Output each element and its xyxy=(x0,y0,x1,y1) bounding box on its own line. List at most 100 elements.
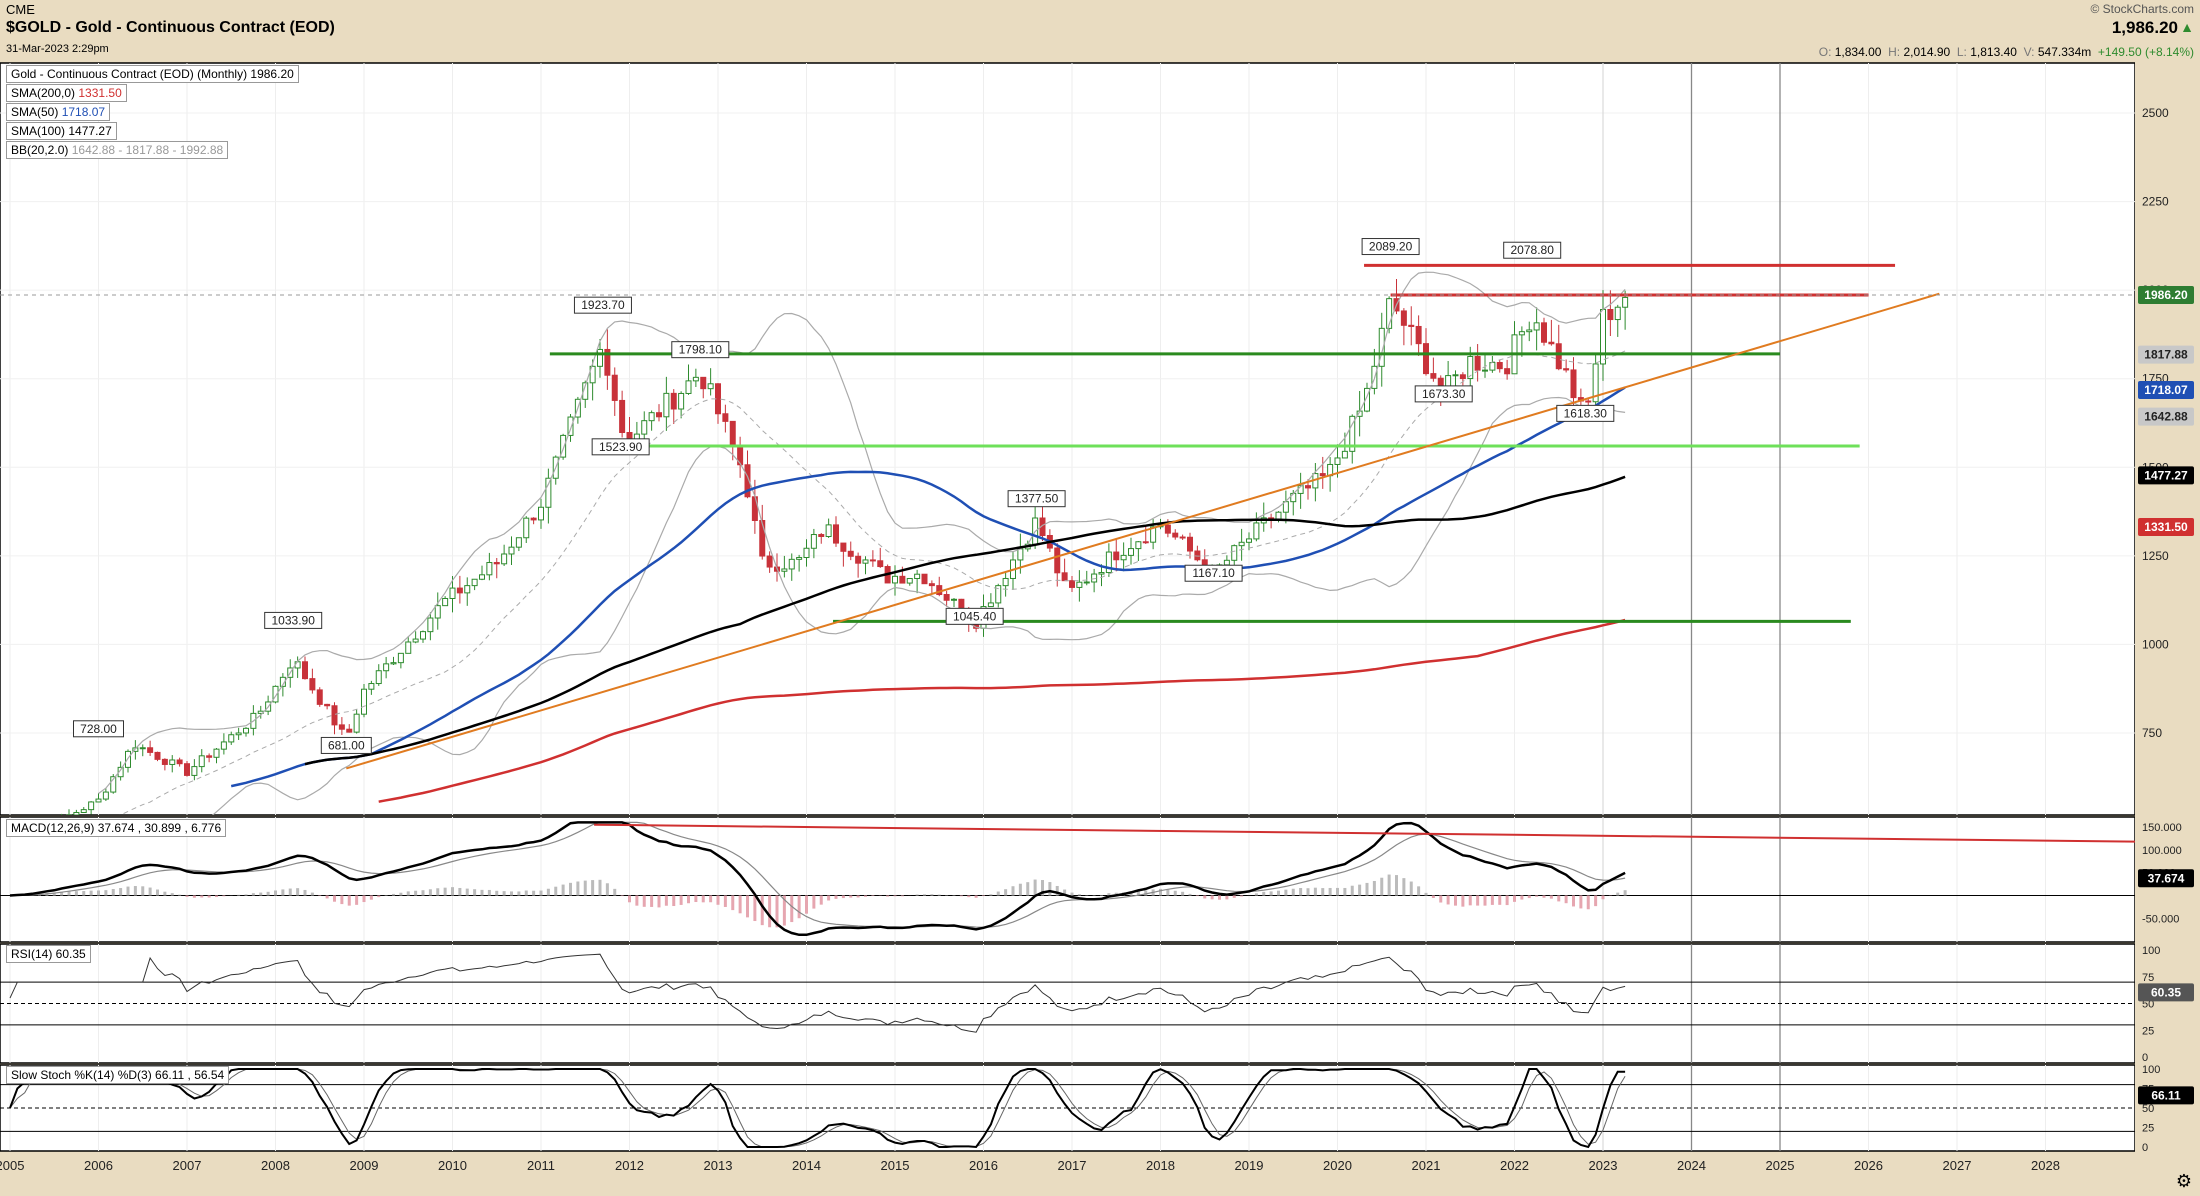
candle-body xyxy=(1194,550,1201,561)
candle-body xyxy=(670,392,677,410)
macd-histogram-bar xyxy=(274,890,277,896)
candle-body xyxy=(803,547,810,559)
candle-body xyxy=(272,685,279,703)
macd-histogram-bar xyxy=(251,893,255,896)
macd-histogram-bar xyxy=(325,895,329,899)
candle-body xyxy=(420,631,426,640)
macd-histogram-bar xyxy=(930,894,934,896)
price-annotation: 2078.80 xyxy=(1511,243,1555,257)
macd-histogram-bar xyxy=(1195,895,1199,897)
macd-histogram-bar xyxy=(1424,892,1428,896)
macd-histogram-bar xyxy=(1240,895,1244,897)
stoch-badge xyxy=(2138,1086,2194,1105)
macd-histogram-bar xyxy=(333,895,336,902)
candle-body xyxy=(1452,374,1459,377)
macd-histogram-bar xyxy=(340,895,344,905)
macd-histogram-bar xyxy=(133,886,137,896)
candle-body xyxy=(833,524,839,544)
gear-icon[interactable]: ⚙ xyxy=(2175,1171,2192,1191)
candle-body xyxy=(582,382,589,400)
candle-body xyxy=(1002,577,1009,587)
macd-histogram-bar xyxy=(775,895,779,928)
candle-body xyxy=(1238,541,1245,547)
macd-histogram-bar xyxy=(502,891,506,896)
rsi-tick-label: 100 xyxy=(2142,945,2160,957)
price-badge xyxy=(2138,345,2194,364)
macd-histogram-bar xyxy=(974,895,978,898)
macd-histogram-bar xyxy=(1549,895,1553,899)
macd-histogram-bar xyxy=(222,895,226,897)
macd-histogram-bar xyxy=(1048,882,1052,896)
candle-body xyxy=(1113,551,1120,561)
x-tick-label: 2013 xyxy=(704,1158,733,1173)
macd-histogram-bar xyxy=(591,880,595,896)
macd-histogram-bar xyxy=(355,895,359,905)
candle-body xyxy=(611,374,618,401)
macd-histogram-bar xyxy=(288,888,292,896)
candle-body xyxy=(331,705,338,726)
candle-body xyxy=(1223,559,1230,566)
macd-histogram-bar xyxy=(1513,895,1516,902)
macd-histogram-bar xyxy=(369,895,373,900)
rsi-tick-label: 75 xyxy=(2142,972,2154,984)
macd-histogram-bar xyxy=(738,895,742,914)
candle-body xyxy=(1430,373,1437,379)
candle-body xyxy=(1150,526,1157,543)
macd-histogram-bar xyxy=(1483,895,1487,906)
macd-histogram-bar xyxy=(1004,889,1008,896)
candle-body xyxy=(1386,298,1393,329)
panel-0 xyxy=(0,62,2136,816)
macd-histogram-bar xyxy=(1623,890,1627,896)
ohlc-readout: O: 1,834.00 H: 2,014.90 L: 1,813.40 V: 5… xyxy=(1818,45,2194,59)
macd-histogram-bar xyxy=(141,886,145,896)
stoch-k-line xyxy=(9,1068,1626,1149)
candle-body xyxy=(442,597,449,607)
candle-body xyxy=(722,413,729,422)
macd-histogram-bar xyxy=(701,895,705,903)
candle-body xyxy=(169,759,176,765)
candle-body xyxy=(663,392,670,418)
macd-histogram-bar xyxy=(67,891,71,896)
last-price: 1,986.20 xyxy=(2111,18,2178,37)
candle-body xyxy=(1400,310,1407,326)
candle-body xyxy=(995,585,1002,604)
macd-histogram-bar xyxy=(709,895,713,903)
symbol-title: $GOLD - Gold - Continuous Contract (EOD) xyxy=(6,19,335,36)
candle-body xyxy=(1570,369,1577,399)
macd-histogram-bar xyxy=(436,888,440,896)
candle-body xyxy=(692,376,699,382)
bb-middle xyxy=(119,350,1626,815)
macd-histogram-bar xyxy=(628,895,631,903)
candle-body xyxy=(235,732,242,736)
rsi-tick-label: 50 xyxy=(2142,999,2154,1011)
macd-histogram-bar xyxy=(362,895,366,903)
stoch-tick-label: 100 xyxy=(2142,1064,2160,1076)
x-tick-label: 2017 xyxy=(1058,1158,1087,1173)
price-annotation-box xyxy=(591,438,650,456)
candle-body xyxy=(707,383,714,390)
candle-body xyxy=(855,555,862,564)
candle-body xyxy=(906,577,913,584)
candle-body xyxy=(1533,322,1540,331)
macd-badge xyxy=(2138,869,2194,888)
macd-histogram-bar xyxy=(1564,895,1568,904)
macd-histogram-bar xyxy=(1395,875,1398,896)
candle-body xyxy=(619,399,626,434)
candle-body xyxy=(825,524,832,538)
macd-histogram-bar xyxy=(539,890,543,896)
macd-histogram-bar xyxy=(1218,895,1221,900)
macd-histogram-bar xyxy=(443,887,447,896)
macd-histogram-bar xyxy=(487,889,491,896)
candle-body xyxy=(869,559,876,562)
macd-histogram-bar xyxy=(1542,895,1546,898)
macd-histogram-bar xyxy=(104,890,108,896)
macd-histogram-bar xyxy=(1468,895,1472,906)
candle-body xyxy=(390,662,397,665)
candle-body xyxy=(729,420,736,446)
candle-body xyxy=(1607,309,1614,321)
macd-histogram-bar xyxy=(989,894,993,896)
macd-histogram-bar xyxy=(576,881,580,896)
candle-body xyxy=(648,412,655,422)
candle-body xyxy=(1054,547,1061,574)
macd-histogram-bar xyxy=(1055,885,1059,896)
